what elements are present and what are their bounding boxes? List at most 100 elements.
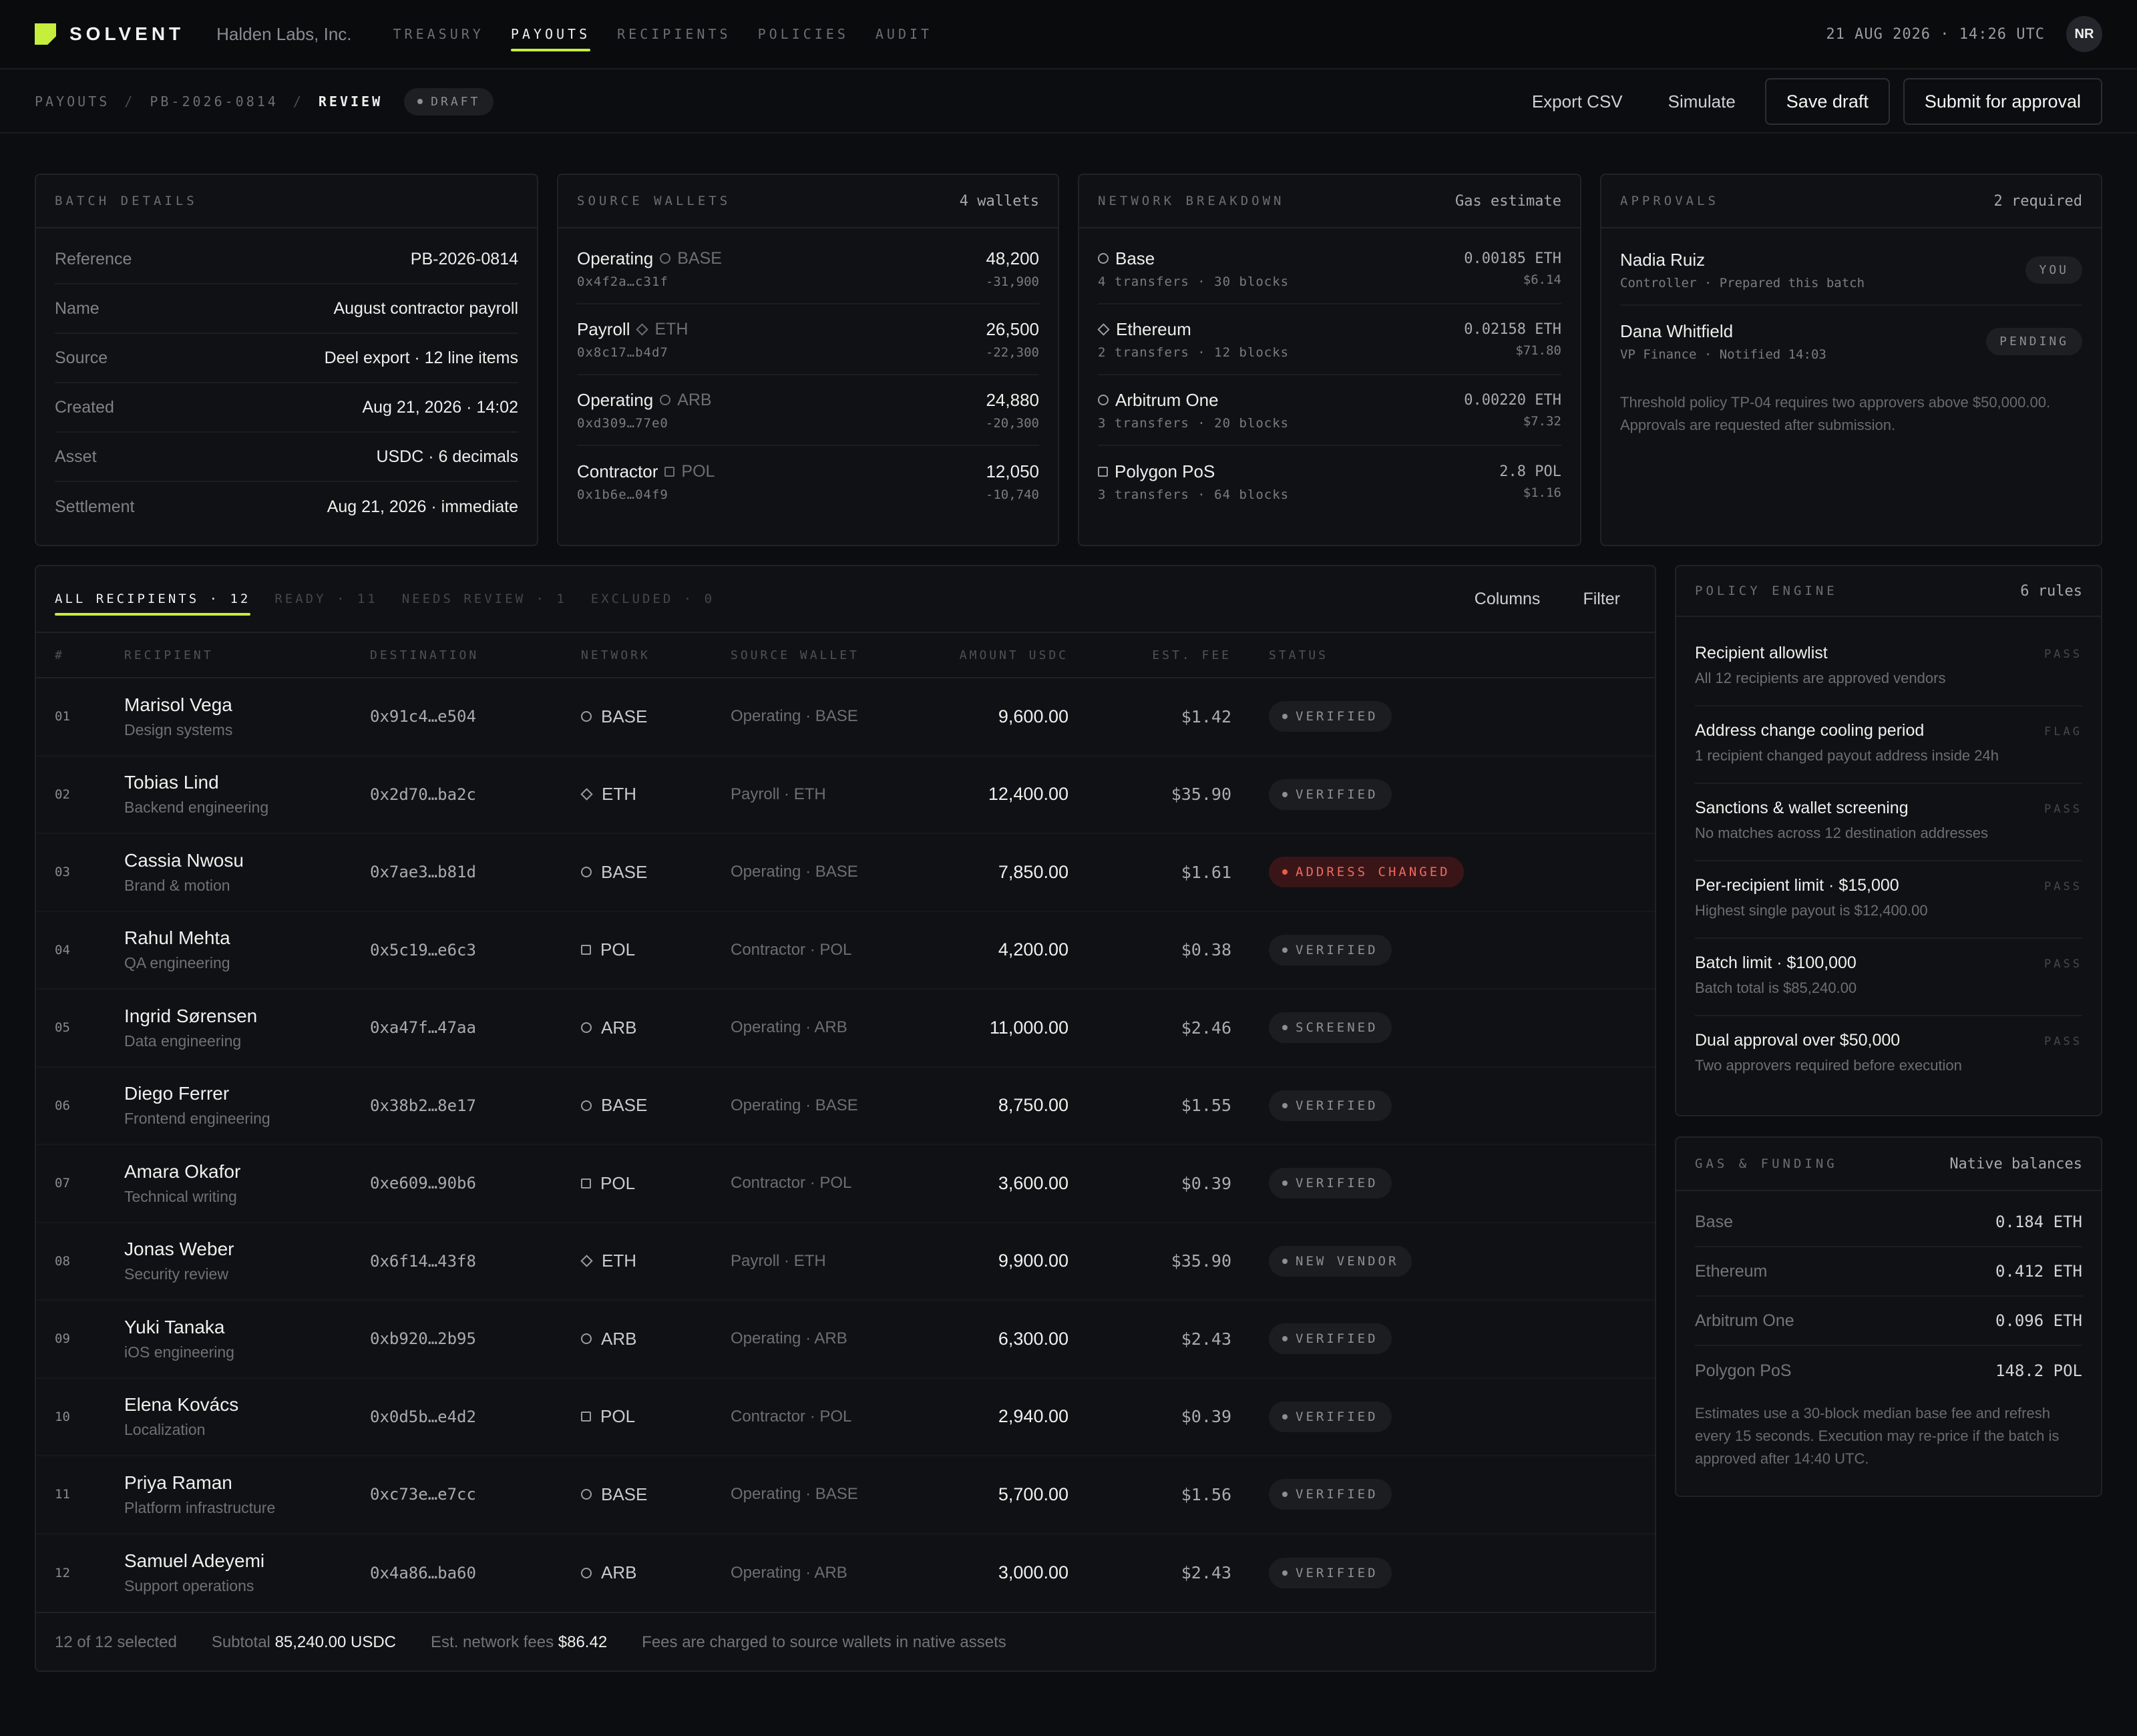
wallet-row[interactable]: Payroll ETH 0x8c17…b4d7 26,500 -22,300 (577, 304, 1039, 375)
row-index: 12 (55, 1565, 70, 1580)
recipient-name: Ingrid Sørensen (124, 1005, 258, 1026)
column-header-recipient[interactable]: RECIPIENT (124, 648, 214, 662)
wallet-row[interactable]: Contractor POL 0x1b6e…04f9 12,050 -10,740 (577, 446, 1039, 517)
wallet-row[interactable]: Operating BASE 0x4f2a…c31f 48,200 -31,900 (577, 234, 1039, 304)
wallet-row[interactable]: Operating ARB 0xd309…77e0 24,880 -20,300 (577, 375, 1039, 446)
recipient-role: Localization (124, 1421, 206, 1439)
column-header-amount[interactable]: AMOUNT USDC (959, 648, 1068, 662)
submit-approval-button[interactable]: Submit for approval (1903, 78, 2102, 125)
org-switcher[interactable]: Halden Labs, Inc. (216, 23, 352, 44)
network-row: Ethereum 2 transfers · 12 blocks 0.02158… (1097, 304, 1561, 375)
balance-network: Polygon PoS (1695, 1361, 1792, 1380)
wallet-name: Operating (577, 248, 654, 268)
breadcrumb-payouts[interactable]: PAYOUTS (35, 93, 110, 110)
nav-payouts[interactable]: PAYOUTS (510, 19, 591, 51)
network-label: BASE (601, 861, 648, 882)
card-title: GAS & FUNDING (1695, 1156, 1838, 1171)
page-header: PAYOUTS / PB-2026-0814 / REVIEW DRAFT Ex… (0, 71, 2137, 134)
column-header-status[interactable]: STATUS (1269, 648, 1329, 662)
columns-button[interactable]: Columns (1459, 578, 1557, 621)
policy-rule[interactable]: Sanctions & wallet screening No matches a… (1695, 784, 2082, 861)
table-row[interactable]: 09 Yuki Tanaka iOS engineering 0xb920…2b95 A… (36, 1301, 1655, 1379)
gas-note: Estimates use a 30-block median base fee… (1695, 1405, 2060, 1467)
table-row[interactable]: 07 Amara Okafor Technical writing 0xe609…90… (36, 1145, 1655, 1223)
table-body: 01 Marisol Vega Design systems 0x91c4…e504 B… (36, 678, 1655, 1612)
table-row[interactable]: 06 Diego Ferrer Frontend engineering 0x38b2… (36, 1068, 1655, 1145)
table-header: # RECIPIENT DESTINATION NETWORK SOURCE W… (36, 633, 1655, 678)
rule-name: Dual approval over $50,000 (1695, 1031, 1901, 1050)
policy-rule[interactable]: Recipient allowlist All 12 recipients are… (1695, 629, 2082, 706)
nav-policies[interactable]: POLICIES (757, 26, 849, 42)
tab-excluded[interactable]: EXCLUDED · 0 (590, 592, 715, 606)
balance-row: Base 0.184 ETH (1695, 1198, 2082, 1247)
network-detail: 3 transfers · 20 blocks (1098, 415, 1290, 431)
amount: 2,940.00 (998, 1406, 1068, 1427)
detail-value: USDC · 6 decimals (376, 447, 518, 466)
table-row[interactable]: 12 Samuel Adeyemi Support operations 0x4a86… (36, 1534, 1655, 1612)
circle-icon (581, 1333, 592, 1345)
tab-ready[interactable]: READY · 11 (274, 592, 378, 606)
detail-label: Source (55, 348, 108, 367)
status-badge: VERIFIED (1269, 701, 1392, 732)
status-badge: VERIFIED (1269, 1557, 1392, 1588)
tab-needs-review[interactable]: NEEDS REVIEW · 1 (401, 592, 567, 606)
row-index: 07 (55, 1176, 70, 1191)
card-title: SOURCE WALLETS (577, 194, 731, 208)
network-gas: 0.00220 ETH (1464, 391, 1561, 409)
row-index: 03 (55, 865, 70, 880)
column-header-source-wallet[interactable]: SOURCE WALLET (731, 648, 859, 662)
wallet-address: 0xd309…77e0 (577, 415, 668, 431)
policy-rule[interactable]: Address change cooling period 1 recipient… (1695, 706, 2082, 784)
circle-icon (581, 1567, 592, 1578)
save-draft-button[interactable]: Save draft (1764, 78, 1890, 125)
nav-treasury[interactable]: TREASURY (393, 26, 484, 42)
column-header-destination[interactable]: DESTINATION (370, 648, 479, 662)
table-row[interactable]: 08 Jonas Weber Security review 0x6f14…43f8 E… (36, 1223, 1655, 1301)
status-dot-icon (1282, 1180, 1288, 1186)
circle-icon (660, 253, 671, 264)
tab-all-recipients[interactable]: ALL RECIPIENTS · 12 (55, 586, 251, 616)
card-title: BATCH DETAILS (55, 194, 198, 208)
network-usd: $1.16 (1523, 485, 1561, 500)
policy-rule[interactable]: Per-recipient limit · $15,000 Highest sin… (1695, 861, 2082, 939)
filter-button[interactable]: Filter (1567, 578, 1636, 621)
detail-row: Asset USDC · 6 decimals (55, 433, 518, 482)
column-header-network[interactable]: NETWORK (581, 648, 650, 662)
amount: 5,700.00 (998, 1484, 1068, 1504)
table-row[interactable]: 02 Tobias Lind Backend engineering 0x2d70…b… (36, 756, 1655, 834)
network-label: ARB (601, 1017, 637, 1038)
nav-recipients[interactable]: RECIPIENTS (617, 26, 731, 42)
recipient-tabs: ALL RECIPIENTS · 12 READY · 11 NEEDS REV… (36, 566, 1655, 633)
fee: $1.42 (1181, 706, 1231, 726)
avatar[interactable]: NR (2066, 16, 2102, 52)
amount: 9,900.00 (998, 1251, 1068, 1271)
table-row[interactable]: 01 Marisol Vega Design systems 0x91c4…e504 B… (36, 678, 1655, 756)
policy-rule[interactable]: Dual approval over $50,000 Two approvers … (1695, 1016, 2082, 1094)
policy-rule[interactable]: Batch limit · $100,000 Batch total is $85… (1695, 939, 2082, 1016)
amount: 6,300.00 (998, 1328, 1068, 1349)
amount: 3,600.00 (998, 1172, 1068, 1193)
status-badge: NEW VENDOR (1269, 1245, 1412, 1277)
detail-value: August contractor payroll (333, 298, 518, 318)
status-dot-icon (1282, 1570, 1288, 1576)
column-header-index[interactable]: # (55, 648, 65, 662)
column-header-fee[interactable]: EST. FEE (1152, 648, 1231, 662)
breadcrumb-batch[interactable]: PB-2026-0814 (150, 93, 278, 110)
table-row[interactable]: 10 Elena Kovács Localization 0x0d5b…e4d2 POL… (36, 1379, 1655, 1456)
status-label: VERIFIED (1296, 1098, 1378, 1113)
rule-description: Batch total is $85,240.00 (1695, 980, 1857, 996)
table-row[interactable]: 11 Priya Raman Platform infrastructure 0xc7… (36, 1456, 1655, 1534)
table-row[interactable]: 05 Ingrid Sørensen Data engineering 0xa47f…… (36, 990, 1655, 1068)
table-row[interactable]: 03 Cassia Nwosu Brand & motion 0x7ae3…b81d B… (36, 834, 1655, 912)
card-title: APPROVALS (1620, 194, 1719, 208)
fee: $0.39 (1181, 1173, 1231, 1193)
fee: $0.39 (1181, 1407, 1231, 1427)
simulate-button[interactable]: Simulate (1652, 79, 1752, 124)
export-csv-button[interactable]: Export CSV (1516, 79, 1639, 124)
network-label: POL (600, 1172, 636, 1193)
recipient-role: Backend engineering (124, 799, 269, 817)
table-row[interactable]: 04 Rahul Mehta QA engineering 0x5c19…e6c3 PO… (36, 912, 1655, 990)
network-label: BASE (601, 1484, 648, 1504)
status-dot-icon (1282, 1102, 1288, 1108)
nav-audit[interactable]: AUDIT (875, 26, 933, 42)
